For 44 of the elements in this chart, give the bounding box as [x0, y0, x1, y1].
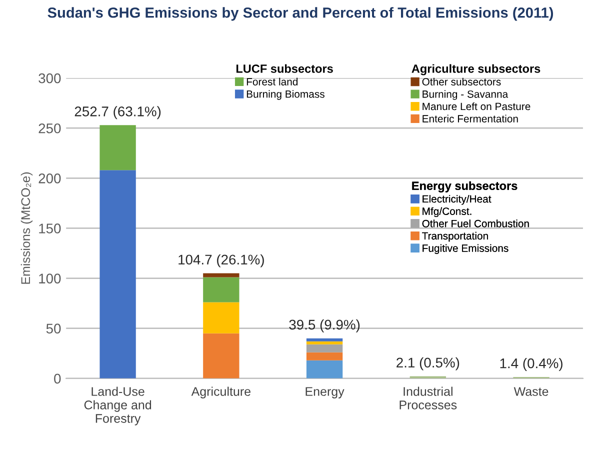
x-tick-label: Agriculture — [191, 386, 250, 398]
legend-label: Transportation — [422, 232, 488, 242]
y-tick-label: 0 — [54, 374, 61, 384]
bar — [306, 341, 343, 344]
x-tick-label: Waste — [514, 387, 548, 396]
y-tick-label: 100 — [39, 274, 61, 284]
legend-label: Mfg/Const. — [422, 207, 472, 218]
bar — [100, 170, 136, 378]
legend-label: Manure Left on Pasture — [422, 102, 530, 110]
legend-label: Forest land — [246, 78, 298, 86]
total-label: 1.4 (0.4%) — [500, 358, 562, 371]
bar — [100, 125, 136, 170]
total-label: 104.7 (26.1%) — [178, 254, 264, 268]
bar — [203, 302, 240, 334]
bar — [203, 333, 240, 378]
y-tick-label: 200 — [38, 174, 61, 184]
y-tick-label: 50 — [46, 324, 61, 334]
total-label: 2.1 (0.5%) — [396, 357, 460, 370]
total-label: 252.7 (63.1%) — [74, 106, 161, 120]
y-tick-label: 300 — [38, 73, 61, 84]
legend-label: Fugitive Emissions — [422, 244, 508, 254]
y-axis-title: Emissions (MtCO₂e) — [20, 172, 33, 284]
bar — [306, 360, 343, 378]
bar — [306, 338, 343, 342]
bar — [203, 277, 240, 302]
x-tick-label: Energy — [306, 387, 344, 398]
total-label: 39.5 (9.9%) — [289, 319, 360, 332]
y-tick-label: 250 — [38, 123, 61, 134]
x-tick-label: Industrial Processes — [400, 386, 457, 410]
x-tick-label: Land-Use Change and Forestry — [84, 386, 152, 426]
legend-label: Burning - Savanna — [422, 90, 508, 100]
text: LUCF subsectors — [236, 64, 333, 73]
chart-title: Sudan's GHG Emissions by Sector and Percent of Total Emissions (2011) — [48, 7, 554, 21]
bar — [203, 273, 240, 278]
y-tick-label: 150 — [39, 224, 61, 234]
legend-label: Electricity/Heat — [422, 194, 492, 205]
text: Agriculture subsectors — [412, 64, 540, 76]
legend-label: Other subsectors — [422, 78, 501, 86]
legend-label: Burning Biomass — [246, 90, 324, 100]
legend-label: Enteric Fermentation — [422, 114, 518, 122]
bar — [306, 352, 343, 360]
legend-label: Other Fuel Combustion — [422, 220, 529, 228]
bar — [306, 344, 343, 352]
annotation: Energy subsectors — [412, 181, 518, 192]
